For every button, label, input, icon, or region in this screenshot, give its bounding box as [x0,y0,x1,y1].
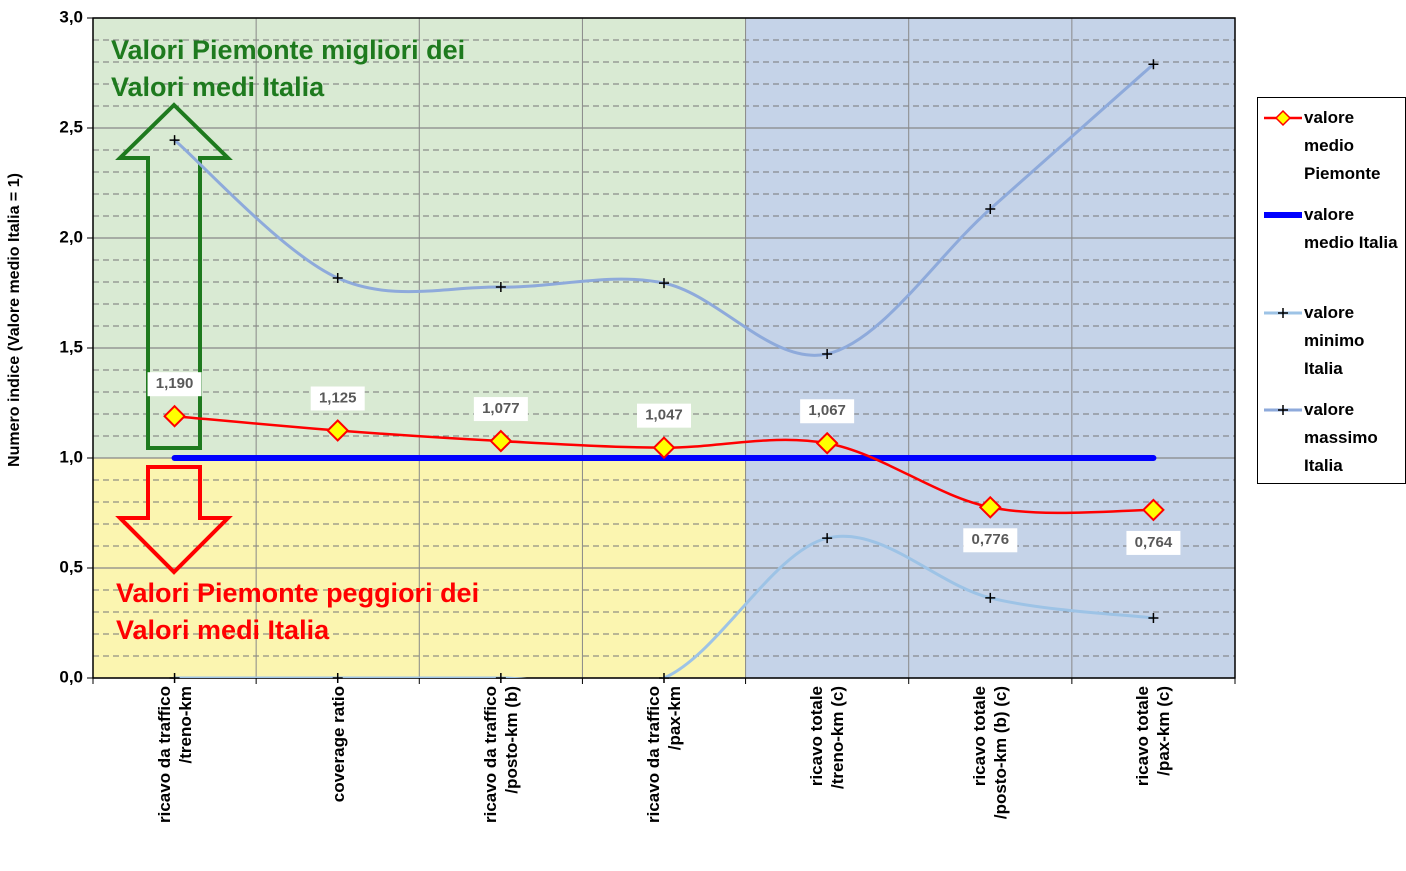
point-marker [1148,612,1159,623]
point-marker [495,673,506,683]
legend: valore medio Piemonte valore medio Italia… [1257,97,1406,484]
data-label: 1,190 [156,375,194,392]
data-label: 1,125 [319,389,357,406]
data-label: 0,764 [1135,534,1173,551]
y-tick-label: 1,5 [59,337,83,356]
legend-item: valore medio Italia [1258,201,1405,291]
point-marker [659,673,669,683]
legend-marker [1278,405,1288,415]
x-tick-label: ricavo da traffico /posto-km (b) [480,686,521,823]
point-marker [822,348,833,359]
point-marker [163,404,186,428]
legend-item: valore medio Piemonte [1258,104,1405,194]
arrows [115,102,233,575]
x-tick-label: ricavo da traffico /treno-km [154,686,195,823]
data-label: 1,077 [482,400,520,417]
point-marker [978,495,1002,519]
data-label-box [637,403,691,428]
data-labels: 1,190 1,125 1,077 1,047 1,067 0,776 0,764 [147,372,1181,555]
point-marker [985,592,996,603]
point-marker [659,278,669,289]
series [163,59,1165,683]
point-marker [326,419,350,442]
legend-label: valore medio Piemonte [1304,108,1381,183]
y-tick-label: 0,5 [59,557,83,576]
y-tick-label: 3,0 [59,7,83,26]
up-arrow [115,102,233,450]
data-label-box [800,399,855,424]
x-tick-label: ricavo totale /posto-km (b) (c) [970,686,1011,820]
point-marker [495,282,506,293]
point-marker [815,431,839,455]
legend-item: valore massimo Italia [1258,396,1405,486]
x-tick-label: ricavo totale /treno-km (c) [807,686,848,789]
point-marker [332,273,343,284]
legend-item: valore minimo Italia [1258,299,1405,389]
legend-swatch [1264,109,1302,127]
legend-swatch [1264,308,1302,318]
legend-label: valore massimo Italia [1304,400,1378,475]
y-tick-label: 0,0 [59,667,83,686]
annotation: Valori Piemonte peggiori dei Valori medi… [116,578,480,645]
legend-marker [1274,109,1292,127]
data-label-box [473,397,528,422]
point-marker [822,533,833,544]
point-marker [169,135,180,146]
data-label-box [147,372,202,397]
point-marker [1142,498,1165,522]
data-label: 1,047 [645,407,683,424]
legend-swatch [1264,405,1302,415]
data-label-box [310,386,365,411]
annotation: Valori Piemonte migliori dei Valori medi… [111,35,466,102]
legend-marker [1278,308,1288,318]
point-marker [985,203,996,214]
point-marker [489,429,513,453]
point-marker [332,673,343,683]
data-label-box [963,528,1018,553]
legend-label: valore minimo Italia [1304,303,1365,378]
down-arrow [115,465,233,575]
data-label: 0,776 [972,531,1010,548]
y-tick-label: 2,5 [59,117,83,136]
x-tick-label: coverage ratio [328,686,348,803]
x-tick-label: ricavo totale /pax-km (c) [1133,686,1174,787]
data-label-box [1126,530,1181,555]
point-marker [169,673,180,683]
x-tick-label: ricavo da traffico /pax-km [644,686,684,823]
legend-label: valore medio Italia [1304,205,1398,252]
point-marker [652,436,676,460]
legend-swatch [1264,212,1302,218]
y-axis-label: Numero indice (Valore medio Italia = 1) [6,173,23,467]
point-marker [1148,59,1159,70]
y-tick-label: 1,0 [59,447,83,466]
data-label: 1,067 [808,402,846,419]
y-tick-label: 2,0 [59,227,83,246]
